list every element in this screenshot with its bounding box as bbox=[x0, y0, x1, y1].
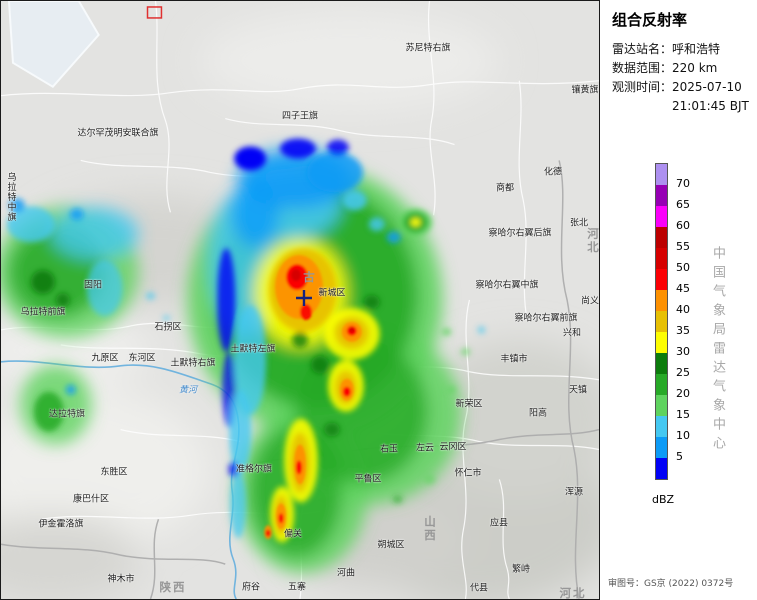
station-value: 呼和浩特 bbox=[672, 42, 721, 56]
time-date-value: 2025-07-10 bbox=[672, 80, 742, 94]
legend-tick-label: 35 bbox=[676, 324, 690, 337]
legend-tick-label: 10 bbox=[676, 429, 690, 442]
lake bbox=[7, 1, 100, 88]
legend-color-block bbox=[656, 206, 667, 227]
red-marker-box bbox=[146, 6, 163, 19]
radar-map-svg bbox=[1, 1, 599, 599]
legend-tick-label: 30 bbox=[676, 345, 690, 358]
legend-color-block bbox=[656, 437, 667, 458]
legend-tick-label: 70 bbox=[676, 177, 690, 190]
range-label: 数据范围： bbox=[612, 61, 673, 75]
range-row: 数据范围：220 km bbox=[612, 59, 757, 78]
product-title: 组合反射率 bbox=[612, 11, 688, 29]
legend-tick-label: 40 bbox=[676, 303, 690, 316]
time-row: 观测时间：2025-07-10 bbox=[612, 78, 757, 97]
legend-bar bbox=[655, 163, 668, 480]
legend-tick-label: 65 bbox=[676, 198, 690, 211]
radar-map: 苏尼特右旗 镶黄旗 四子王旗 达尔罕茂明安联合旗 化德 商都 乌拉特中旗 察哈尔右翼后旗 张北察… bbox=[0, 0, 600, 600]
legend-color-block bbox=[656, 185, 667, 206]
legend-color-block bbox=[656, 290, 667, 311]
station-row: 雷达站名：呼和浩特 bbox=[612, 40, 757, 59]
time-clock-value: 21:01:45 BJT bbox=[672, 99, 749, 113]
legend-tick-label: 60 bbox=[676, 219, 690, 232]
legend-color-block bbox=[656, 353, 667, 374]
legend-tick-label: 15 bbox=[676, 408, 690, 421]
map-approval-number: 审图号：GS京 (2022) 0372号 bbox=[608, 579, 734, 589]
legend-color-block bbox=[656, 458, 667, 479]
legend-tick-label: 45 bbox=[676, 282, 690, 295]
radar-echo-layer bbox=[1, 138, 486, 574]
watermark-text: 中国气象局雷达气象中心 bbox=[710, 246, 725, 455]
radar-site-cross-icon bbox=[296, 290, 312, 306]
legend-color-block bbox=[656, 311, 667, 332]
legend-color-block bbox=[656, 332, 667, 353]
legend-color-block bbox=[656, 269, 667, 290]
station-label: 雷达站名： bbox=[612, 42, 673, 56]
radar-info: 雷达站名：呼和浩特 数据范围：220 km 观测时间：2025-07-10 21… bbox=[600, 30, 757, 116]
legend-tick-label: 50 bbox=[676, 261, 690, 274]
info-panel: 组合反射率 雷达站名：呼和浩特 数据范围：220 km 观测时间：2025-07… bbox=[600, 0, 757, 600]
legend-unit-label: dBZ bbox=[652, 493, 675, 506]
legend: dBZ 70 65 60 55 50 45 40 35 30 25 20 15 10 5 bbox=[652, 163, 725, 506]
legend-color-block bbox=[656, 248, 667, 269]
legend-tick-label: 20 bbox=[676, 387, 690, 400]
legend-color-block bbox=[656, 164, 667, 185]
legend-tick-label: 55 bbox=[676, 240, 690, 253]
legend-color-block bbox=[656, 374, 667, 395]
time-label: 观测时间： bbox=[612, 80, 673, 94]
range-value: 220 km bbox=[672, 61, 718, 75]
legend-color-block bbox=[656, 395, 667, 416]
legend-tick-label: 25 bbox=[676, 366, 690, 379]
legend-tick-label: 5 bbox=[676, 450, 683, 463]
legend-color-block bbox=[656, 227, 667, 248]
legend-color-block bbox=[656, 416, 667, 437]
time-row-2: 21:01:45 BJT bbox=[612, 97, 757, 116]
